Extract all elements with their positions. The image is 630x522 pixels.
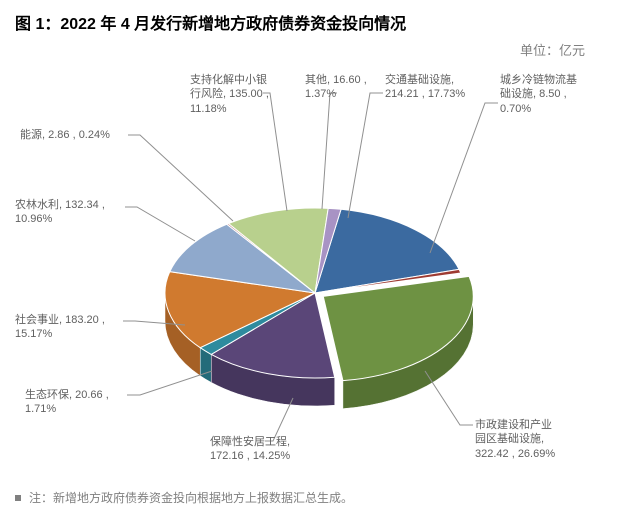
leader-other	[322, 93, 337, 209]
label-agri: 农林水利, 132.34 ,10.96%	[15, 198, 105, 227]
leader-agri	[125, 207, 195, 241]
label-coldchain: 城乡冷链物流基础设施, 8.50 ,0.70%	[500, 73, 577, 116]
bullet-icon	[15, 495, 21, 501]
footnote-text: 注：新增地方政府债券资金投向根据地方上报数据汇总生成。	[29, 489, 353, 506]
pie-chart: 交通基础设施,214.21 , 17.73% 城乡冷链物流基础设施, 8.50 ,…	[15, 63, 615, 483]
label-bankrisk: 支持化解中小银行风险, 135.00 ,11.18%	[190, 73, 269, 116]
leader-energy	[128, 135, 233, 221]
leader-coldchain	[430, 103, 498, 253]
pie-tops	[165, 208, 473, 381]
label-energy: 能源, 2.86 , 0.24%	[20, 128, 110, 142]
chart-title: 图 1：2022 年 4 月发行新增地方政府债券资金投向情况	[15, 10, 615, 34]
label-housing: 保障性安居工程,172.16 , 14.25%	[210, 435, 290, 464]
label-transport: 交通基础设施,214.21 , 17.73%	[385, 73, 465, 102]
label-municipal: 市政建设和产业园区基础设施,322.42 , 26.69%	[475, 418, 555, 461]
leader-transport	[348, 93, 383, 218]
chart-unit: 单位：亿元	[15, 40, 615, 59]
label-eco: 生态环保, 20.66 ,1.71%	[25, 388, 109, 417]
label-social: 社会事业, 183.20 ,15.17%	[15, 313, 105, 342]
footnote: 注：新增地方政府债券资金投向根据地方上报数据汇总生成。	[15, 489, 615, 506]
label-other: 其他, 16.60 ,1.37%	[305, 73, 367, 102]
